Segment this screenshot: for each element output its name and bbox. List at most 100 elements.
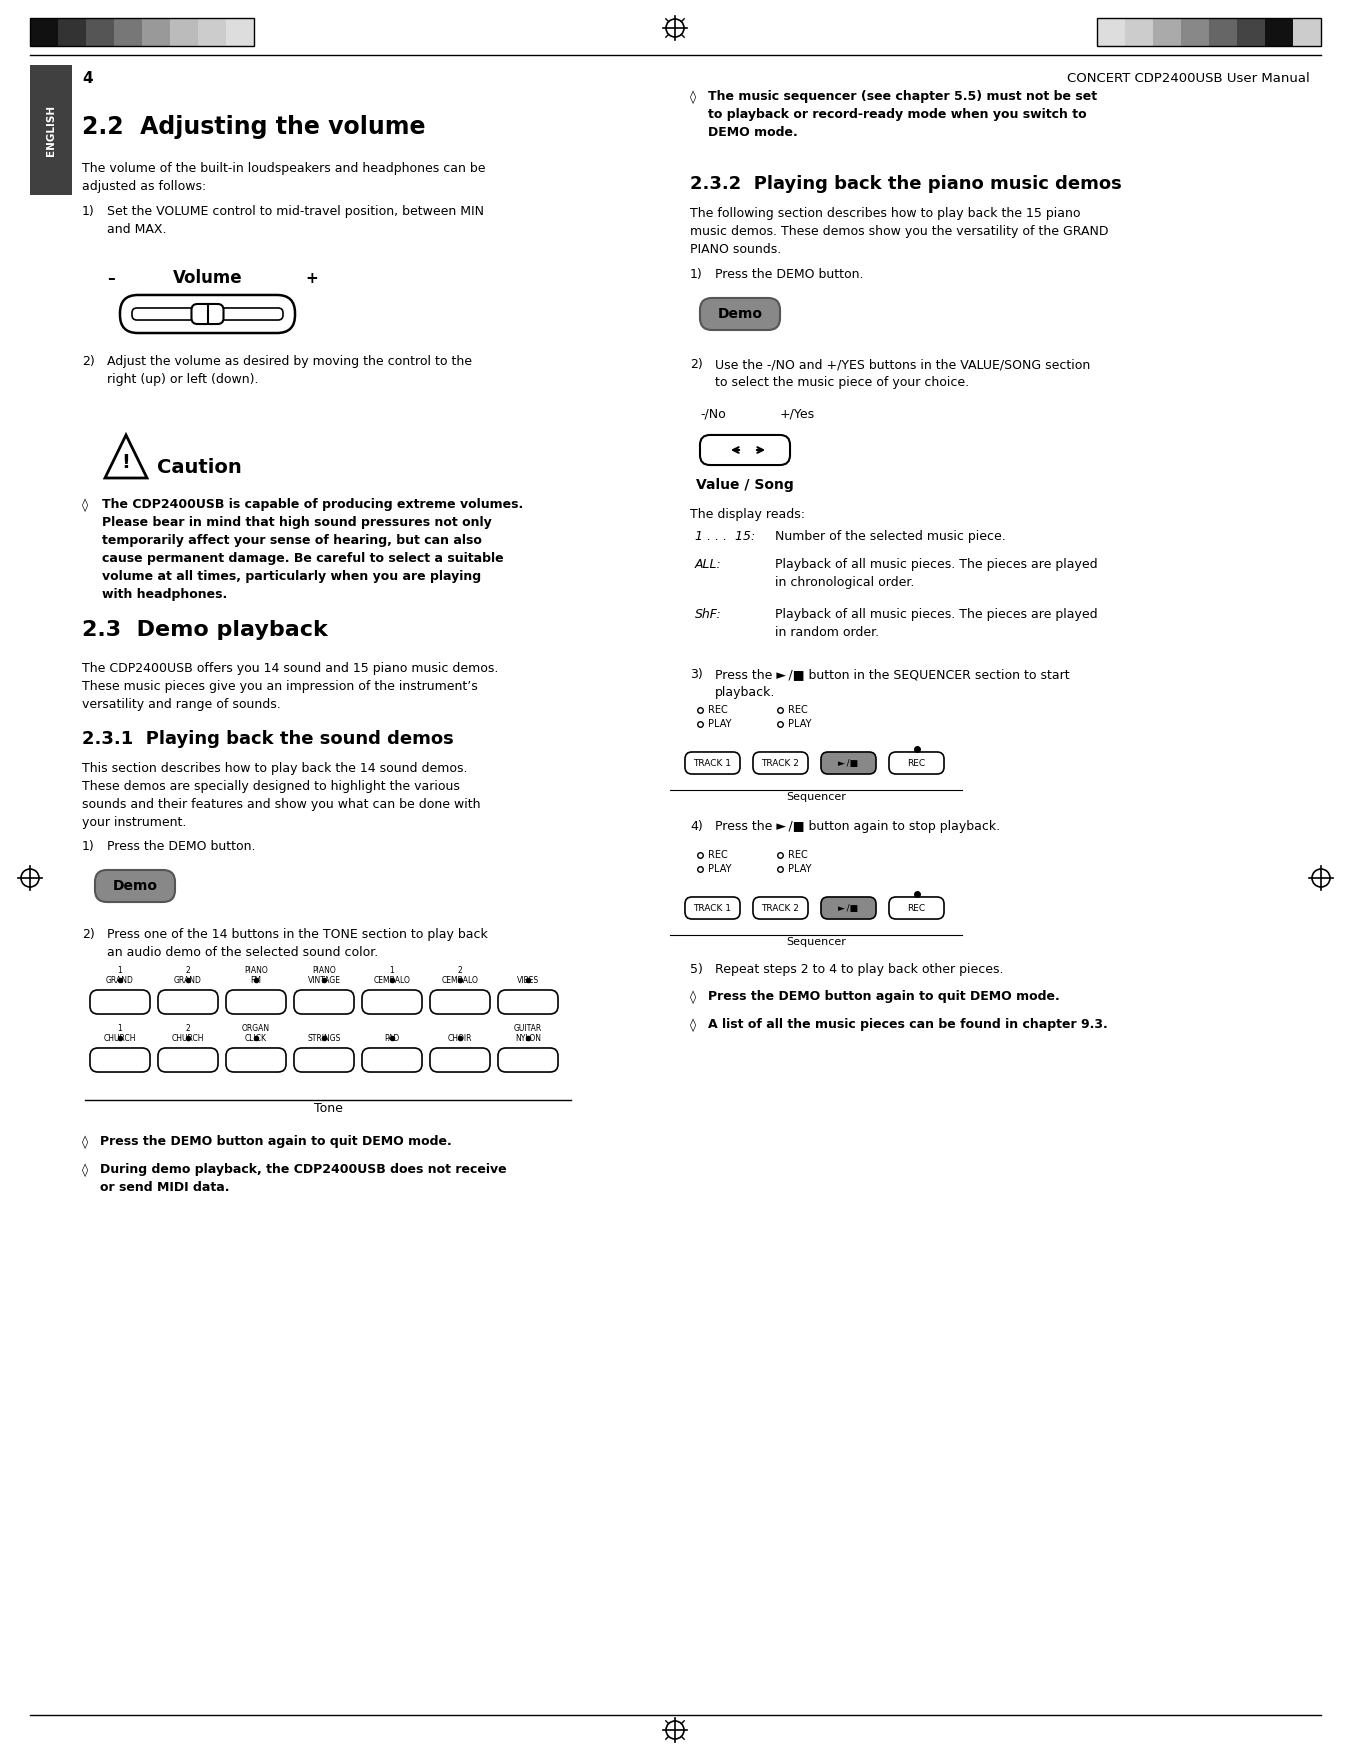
Text: REC: REC [908, 758, 925, 767]
Text: -/No: -/No [700, 406, 725, 420]
Text: CEMBALO: CEMBALO [442, 976, 478, 985]
Text: Press the DEMO button.: Press the DEMO button. [107, 841, 255, 853]
Text: CHURCH: CHURCH [172, 1034, 204, 1043]
Text: NYLON: NYLON [515, 1034, 540, 1043]
Text: ◊: ◊ [690, 990, 696, 1004]
Text: Press one of the 14 buttons in the TONE section to play back
an audio demo of th: Press one of the 14 buttons in the TONE … [107, 929, 488, 959]
Text: TRACK 2: TRACK 2 [762, 758, 800, 767]
Text: PLAY: PLAY [788, 864, 812, 874]
Text: REC: REC [908, 904, 925, 913]
Text: 1 . . .  15:: 1 . . . 15: [694, 529, 755, 544]
Text: Sequencer: Sequencer [786, 938, 846, 946]
FancyBboxPatch shape [753, 753, 808, 774]
Text: ► /■: ► /■ [839, 758, 859, 767]
Text: Volume: Volume [173, 269, 242, 287]
Text: Sequencer: Sequencer [786, 792, 846, 802]
Text: REC: REC [788, 705, 808, 714]
Text: Please bear in mind that high sound pressures not only: Please bear in mind that high sound pres… [101, 515, 492, 529]
Bar [1238, 18, 1265, 46]
Text: 2: 2 [185, 966, 190, 974]
Text: 5): 5) [690, 962, 703, 976]
FancyBboxPatch shape [362, 990, 422, 1013]
Polygon shape [105, 434, 147, 478]
FancyBboxPatch shape [685, 897, 740, 918]
Text: 2): 2) [82, 355, 95, 368]
FancyBboxPatch shape [753, 897, 808, 918]
Text: Adjust the volume as desired by moving the control to the
right (up) or left (do: Adjust the volume as desired by moving t… [107, 355, 471, 385]
Bar [226, 18, 254, 46]
Text: 2: 2 [458, 966, 462, 974]
Text: PLAY: PLAY [708, 719, 731, 728]
Text: Press the DEMO button.: Press the DEMO button. [715, 267, 863, 281]
Text: cause permanent damage. Be careful to select a suitable: cause permanent damage. Be careful to se… [101, 552, 504, 565]
Text: CLICK: CLICK [245, 1034, 267, 1043]
Text: +: + [305, 271, 317, 285]
Bar [30, 18, 254, 46]
Text: VIBES: VIBES [517, 976, 539, 985]
Text: –: – [107, 271, 115, 285]
Bar [199, 18, 226, 46]
FancyBboxPatch shape [700, 297, 780, 331]
Text: The CDP2400USB is capable of producing extreme volumes.: The CDP2400USB is capable of producing e… [101, 498, 523, 512]
Text: The display reads:: The display reads: [690, 508, 805, 521]
Text: PLAY: PLAY [708, 864, 731, 874]
Text: ◊: ◊ [82, 1135, 88, 1149]
Bar [86, 18, 113, 46]
Text: 1: 1 [118, 966, 123, 974]
Text: PAD: PAD [385, 1034, 400, 1043]
Text: GUITAR: GUITAR [513, 1024, 542, 1033]
FancyBboxPatch shape [889, 897, 944, 918]
FancyBboxPatch shape [91, 1048, 150, 1071]
Text: PLAY: PLAY [788, 719, 812, 728]
Text: ShF:: ShF: [694, 609, 721, 621]
Text: Press the DEMO button again to quit DEMO mode.: Press the DEMO button again to quit DEMO… [100, 1135, 451, 1149]
Bar [113, 18, 142, 46]
FancyBboxPatch shape [91, 990, 150, 1013]
FancyBboxPatch shape [192, 304, 223, 324]
FancyBboxPatch shape [700, 434, 790, 464]
Text: Playback of all music pieces. The pieces are played
in random order.: Playback of all music pieces. The pieces… [775, 609, 1097, 639]
Text: TRACK 1: TRACK 1 [693, 758, 731, 767]
Bar [1097, 18, 1125, 46]
Text: A list of all the music pieces can be found in chapter 9.3.: A list of all the music pieces can be fo… [708, 1018, 1108, 1031]
Text: Number of the selected music piece.: Number of the selected music piece. [775, 529, 1005, 544]
Text: 1: 1 [389, 966, 394, 974]
Bar [1293, 18, 1321, 46]
Text: Repeat steps 2 to 4 to play back other pieces.: Repeat steps 2 to 4 to play back other p… [715, 962, 1004, 976]
Text: ► /■: ► /■ [839, 904, 859, 913]
Text: GRAND: GRAND [107, 976, 134, 985]
FancyBboxPatch shape [499, 990, 558, 1013]
Text: +/Yes: +/Yes [780, 406, 815, 420]
FancyBboxPatch shape [685, 753, 740, 774]
FancyBboxPatch shape [158, 1048, 218, 1071]
FancyBboxPatch shape [889, 753, 944, 774]
Text: 4): 4) [690, 820, 703, 834]
Text: CONCERT CDP2400USB User Manual: CONCERT CDP2400USB User Manual [1067, 72, 1310, 84]
Text: 1: 1 [118, 1024, 123, 1033]
Text: Press the DEMO button again to quit DEMO mode.: Press the DEMO button again to quit DEMO… [708, 990, 1059, 1003]
Text: Demo: Demo [717, 308, 762, 320]
Text: Press the ► /■ button in the SEQUENCER section to start
playback.: Press the ► /■ button in the SEQUENCER s… [715, 668, 1070, 698]
Text: TRACK 1: TRACK 1 [693, 904, 731, 913]
Text: 1): 1) [82, 206, 95, 218]
Text: PIANO: PIANO [245, 966, 267, 974]
Bar [1265, 18, 1293, 46]
Text: 2.3.2  Playing back the piano music demos: 2.3.2 Playing back the piano music demos [690, 174, 1121, 193]
Text: Use the -/NO and +/YES buttons in the VALUE/SONG section
to select the music pie: Use the -/NO and +/YES buttons in the VA… [715, 359, 1090, 389]
Text: The volume of the built-in loudspeakers and headphones can be
adjusted as follow: The volume of the built-in loudspeakers … [82, 162, 485, 193]
Text: Demo: Demo [112, 880, 158, 894]
Text: 2.3.1  Playing back the sound demos: 2.3.1 Playing back the sound demos [82, 730, 454, 748]
Text: temporarily affect your sense of hearing, but can also: temporarily affect your sense of hearing… [101, 535, 482, 547]
Bar [1097, 18, 1321, 46]
FancyBboxPatch shape [362, 1048, 422, 1071]
Bar [1152, 18, 1181, 46]
Text: Press the ► /■ button again to stop playback.: Press the ► /■ button again to stop play… [715, 820, 1000, 834]
Text: VINTAGE: VINTAGE [308, 976, 340, 985]
Text: PIANO: PIANO [312, 966, 336, 974]
Text: 2.3  Demo playback: 2.3 Demo playback [82, 619, 328, 640]
FancyBboxPatch shape [226, 990, 286, 1013]
FancyBboxPatch shape [821, 897, 875, 918]
Text: 2.2  Adjusting the volume: 2.2 Adjusting the volume [82, 114, 426, 139]
Text: ENGLISH: ENGLISH [46, 104, 55, 155]
Bar [30, 65, 72, 195]
